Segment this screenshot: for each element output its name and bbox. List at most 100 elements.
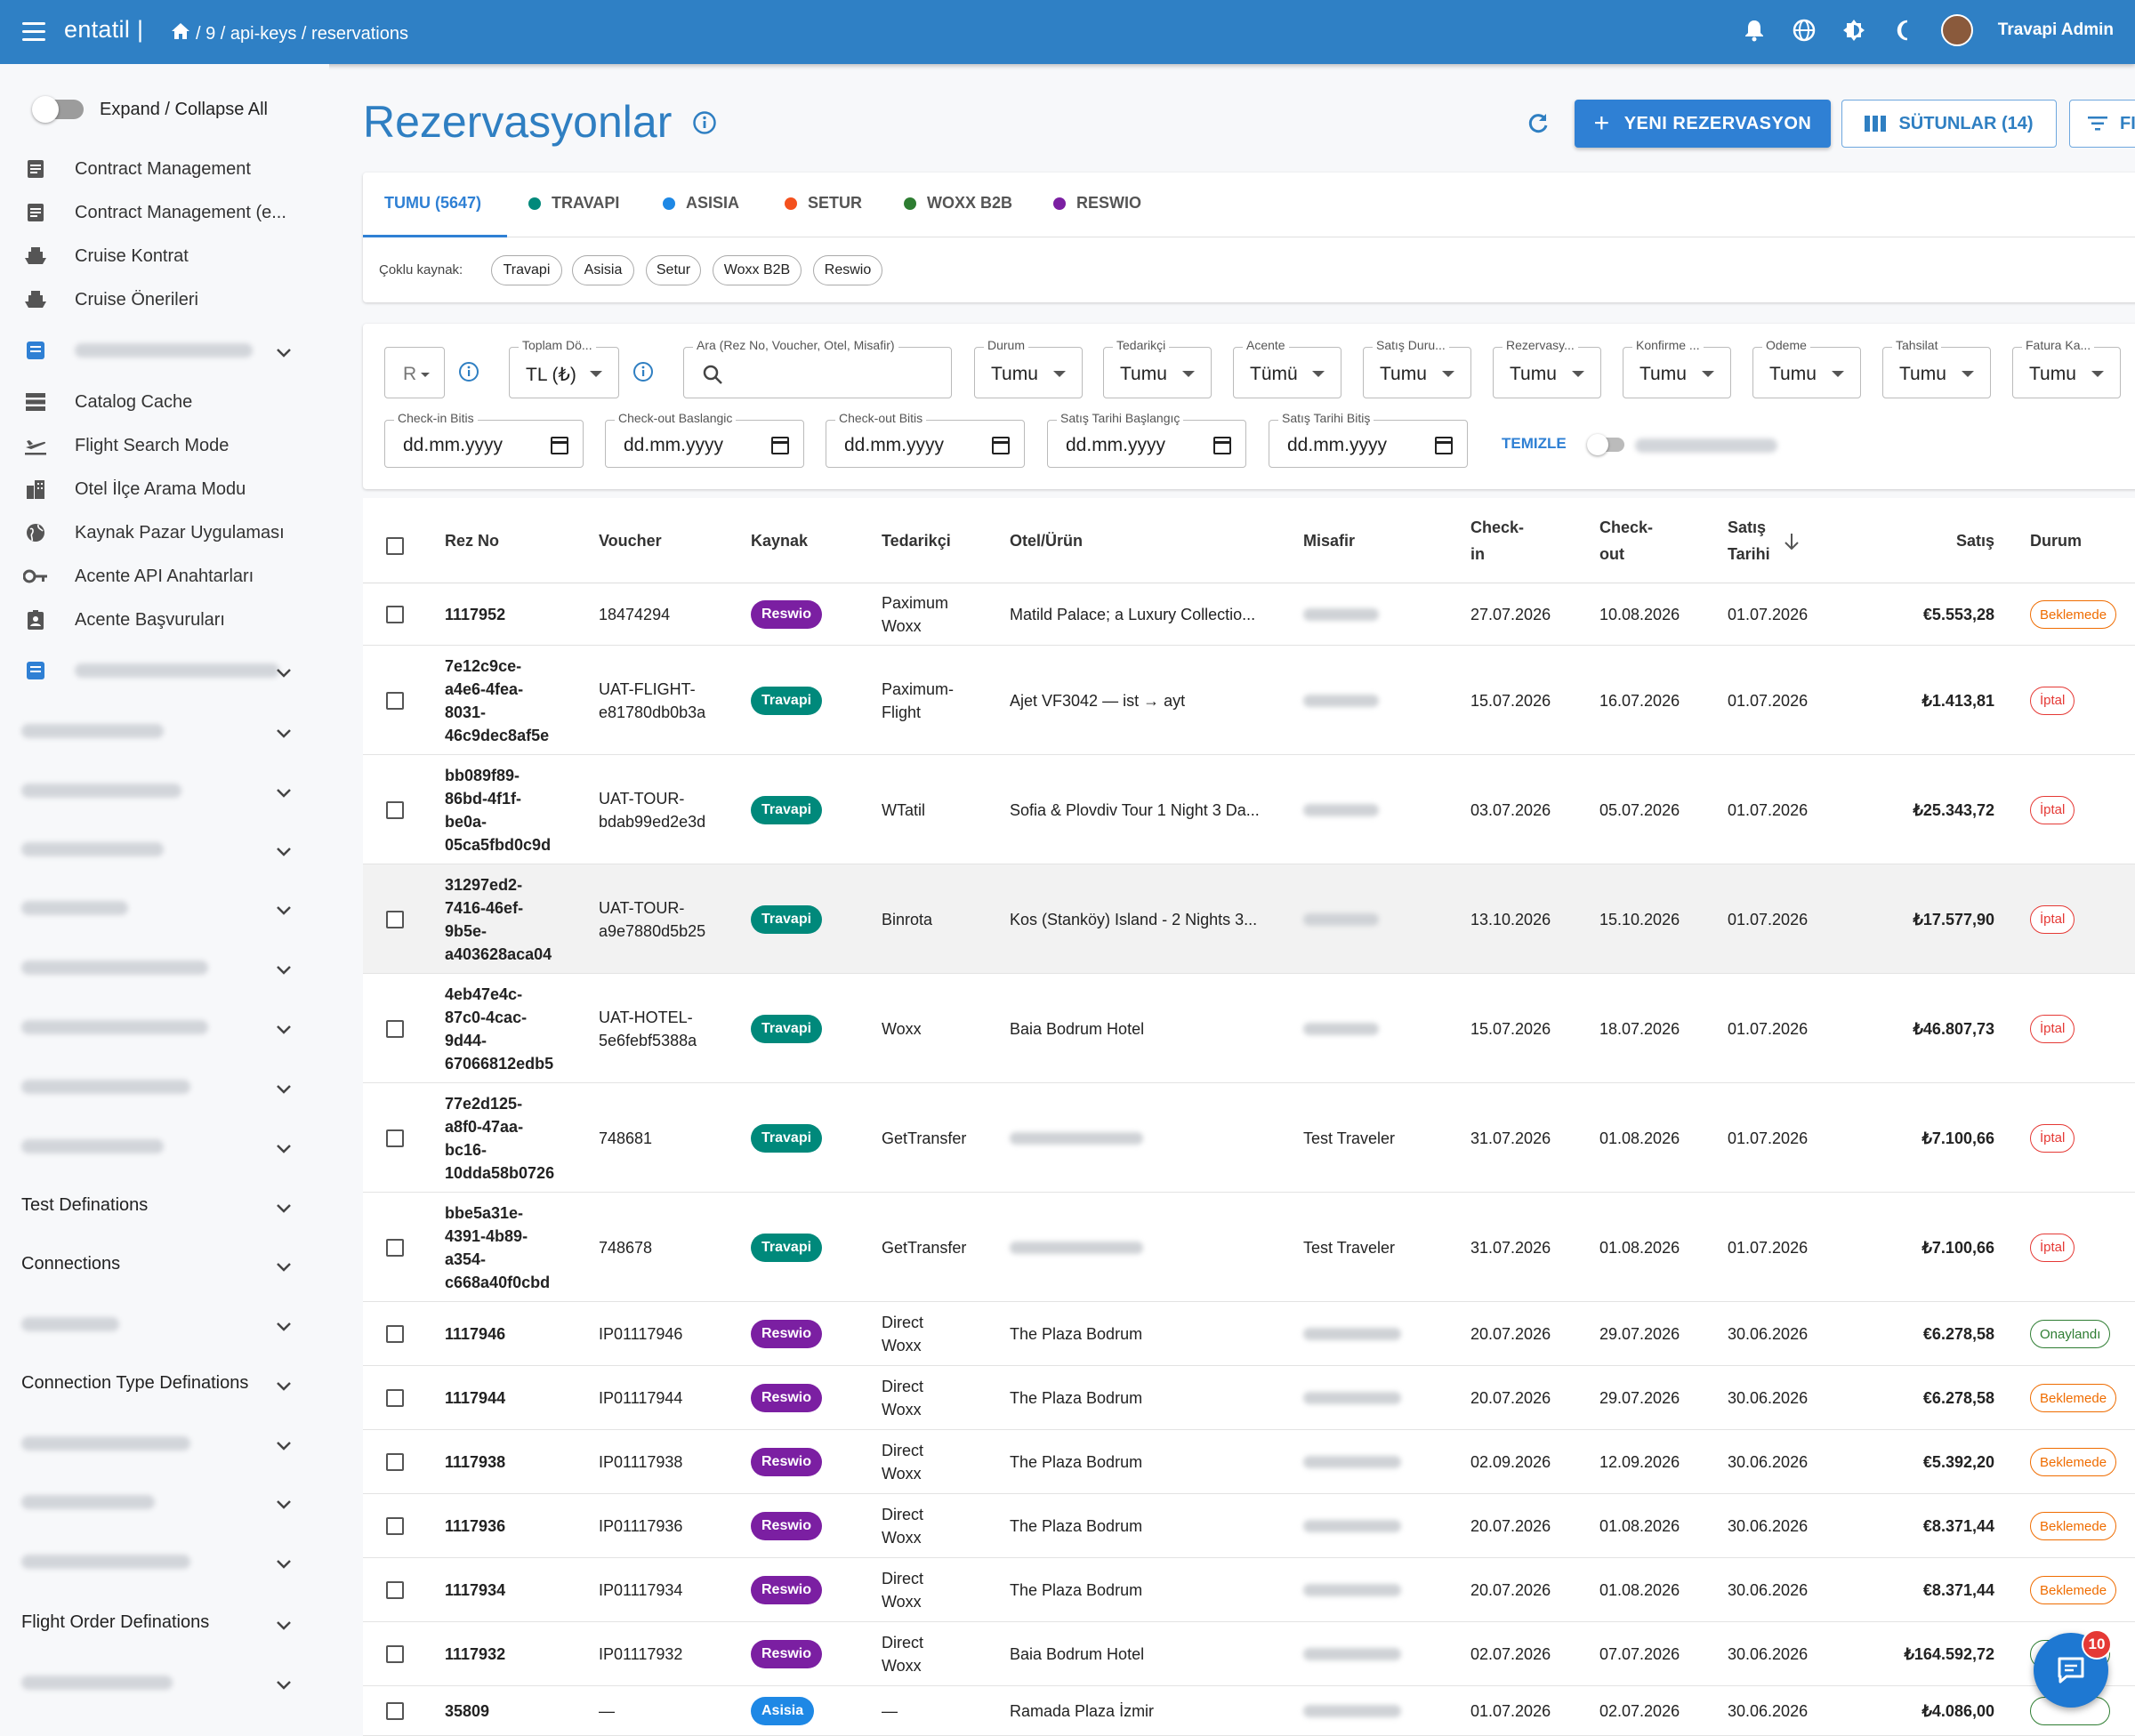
refresh-icon[interactable] <box>1527 112 1550 140</box>
table-row[interactable]: 1117934 IP01117934 Reswio Direct Woxx The Pla… <box>363 1558 2135 1622</box>
sidebar-group[interactable] <box>0 1129 302 1164</box>
chevron-down-icon[interactable] <box>276 784 292 804</box>
rez-no-prefix-field[interactable]: R <box>384 347 445 398</box>
row-checkbox[interactable] <box>386 606 404 623</box>
chevron-down-icon[interactable] <box>276 1676 292 1696</box>
table-row[interactable]: 1117932 IP01117932 Reswio Direct Woxx Baia Bo… <box>363 1622 2135 1686</box>
table-row[interactable]: 1117938 IP01117938 Reswio Direct Woxx The Pla… <box>363 1430 2135 1494</box>
sidebar-group[interactable]: Flight Order Definations <box>0 1605 302 1641</box>
sidebar-item-flight-search-mode[interactable]: Flight Search Mode <box>0 428 302 463</box>
info-icon[interactable] <box>632 361 654 387</box>
columns-button[interactable]: SÜTUNLAR (14) <box>1841 100 2057 148</box>
chevron-down-icon[interactable] <box>276 901 292 921</box>
sidebar-group[interactable]: Connections <box>0 1247 302 1282</box>
calendar-icon[interactable] <box>551 437 568 454</box>
col-checkin[interactable]: Check-in <box>1470 518 1525 563</box>
table-row[interactable]: 1117952 18474294 Reswio Paximum Woxx Matild P… <box>363 583 2135 646</box>
home-icon[interactable] <box>171 22 190 45</box>
row-checkbox[interactable] <box>386 1389 404 1407</box>
col-sale[interactable]: Satış <box>1955 532 1994 550</box>
breadcrumb-path[interactable]: / 9 / api-keys / reservations <box>196 23 408 44</box>
col-sale-date[interactable]: Satış Tarihi <box>1728 518 1770 563</box>
sidebar-item-contract-management-e[interactable]: Contract Management (e... <box>0 195 302 230</box>
sidebar-group[interactable] <box>0 1306 302 1342</box>
chevron-down-icon[interactable] <box>276 1555 292 1575</box>
table-row[interactable]: 35809 — Asisia — Ramada Plaza İzmir 01.07.202… <box>363 1686 2135 1736</box>
chip-woxx-b2b[interactable]: Woxx B2B <box>713 255 802 285</box>
table-row[interactable]: 1117946 IP01117946 Reswio Direct Woxx The Pla… <box>363 1302 2135 1366</box>
row-checkbox[interactable] <box>386 1517 404 1535</box>
chevron-down-icon[interactable] <box>276 1139 292 1160</box>
row-checkbox[interactable] <box>386 800 404 819</box>
date-field-3[interactable]: Satış Tarihi Başlangıç dd.mm.yyyy <box>1047 411 1246 468</box>
table-row[interactable]: 4eb47e4c- 87c0-4cac- 9d44- 67066812edb5 UAT-… <box>363 974 2135 1083</box>
filter-select-5[interactable]: Konfirme ... Tumu <box>1623 338 1731 398</box>
select-all-checkbox[interactable] <box>386 537 404 555</box>
globe-icon[interactable] <box>1792 18 1817 43</box>
calendar-icon[interactable] <box>992 437 1010 454</box>
avatar[interactable] <box>1940 14 1973 46</box>
sort-down-icon[interactable] <box>1783 532 1801 556</box>
table-row[interactable]: bbe5a31e- 4391-4b89- a354- c668a40f0cbd 7486… <box>363 1193 2135 1302</box>
chevron-down-icon[interactable] <box>276 724 292 744</box>
sidebar-item-acente-ba-vurular[interactable]: Acente Başvuruları <box>0 602 302 638</box>
col-source[interactable]: Kaynak <box>751 532 809 550</box>
table-row[interactable]: bb089f89- 86bd-4f1f-be0a- 05ca5fbd0c9d UAT-… <box>363 755 2135 864</box>
total-currency-select[interactable]: Toplam Dö... TL (₺) <box>509 338 619 398</box>
new-reservation-button[interactable]: + YENI REZERVASYON <box>1575 100 1831 148</box>
row-checkbox[interactable] <box>386 1581 404 1599</box>
table-row[interactable]: 31297ed2- 7416-46ef- 9b5e-a403628aca04 UAT-… <box>363 864 2135 974</box>
username[interactable]: Travapi Admin <box>1997 20 2114 39</box>
brightness-icon[interactable] <box>1841 18 1866 43</box>
sidebar-item-cruise-nerileri[interactable]: Cruise Önerileri <box>0 282 302 317</box>
chevron-down-icon[interactable] <box>276 1020 292 1041</box>
calendar-icon[interactable] <box>1213 437 1231 454</box>
filter-select-3[interactable]: Satış Duru... Tumu <box>1363 338 1471 398</box>
tab-setur[interactable]: SETUR <box>785 194 862 213</box>
filter-button[interactable]: FI <box>2069 100 2135 148</box>
sidebar-item-catalog-cache[interactable]: Catalog Cache <box>0 384 302 420</box>
row-checkbox[interactable] <box>386 1453 404 1471</box>
sidebar-group[interactable] <box>0 1069 302 1105</box>
filter-select-0[interactable]: Durum Tumu <box>974 338 1083 398</box>
tab-asisia[interactable]: ASISIA <box>663 194 739 213</box>
tab-woxx-b2b[interactable]: WOXX B2B <box>904 194 1012 213</box>
sidebar-group[interactable] <box>0 950 302 985</box>
chevron-down-icon[interactable] <box>276 1317 292 1338</box>
row-checkbox[interactable] <box>386 910 404 928</box>
col-voucher[interactable]: Voucher <box>599 532 662 550</box>
table-row[interactable]: 77e2d125- a8f0-47aa-bc16- 10dda58b0726 7486… <box>363 1083 2135 1193</box>
date-field-0[interactable]: Check-in Bitis dd.mm.yyyy <box>384 411 584 468</box>
tab-travapi[interactable]: TRAVAPI <box>528 194 619 213</box>
sidebar-group[interactable]: Connection Type Definations <box>0 1366 302 1402</box>
chevron-down-icon[interactable] <box>276 663 292 684</box>
row-checkbox[interactable] <box>386 1645 404 1663</box>
chip-reswio[interactable]: Reswio <box>813 255 882 285</box>
col-checkout[interactable]: Check-out <box>1599 518 1654 563</box>
chevron-down-icon[interactable] <box>276 1436 292 1457</box>
sidebar-item-obscured[interactable] <box>0 333 302 368</box>
sidebar-group[interactable] <box>0 1009 302 1045</box>
chip-asisia[interactable]: Asisia <box>572 255 634 285</box>
row-checkbox[interactable] <box>386 691 404 710</box>
calendar-icon[interactable] <box>1435 437 1453 454</box>
table-row[interactable]: 7e12c9ce-a4e6-4fea- 8031- 46c9dec8af5e UAT-… <box>363 646 2135 755</box>
date-field-4[interactable]: Satış Tarihi Bitiş dd.mm.yyyy <box>1269 411 1468 468</box>
sidebar-group[interactable] <box>0 1426 302 1461</box>
sidebar-item-acente-api-anahtarlar[interactable]: Acente API Anahtarları <box>0 559 302 594</box>
filter-select-1[interactable]: Tedarikçi Tumu <box>1103 338 1212 398</box>
col-guest[interactable]: Misafir <box>1303 532 1356 550</box>
sidebar-item-contract-management[interactable]: Contract Management <box>0 151 302 187</box>
toggle-switch[interactable] <box>1587 434 1624 455</box>
chevron-down-icon[interactable] <box>276 343 292 364</box>
sidebar-group[interactable] <box>0 1665 302 1700</box>
row-checkbox[interactable] <box>386 1238 404 1257</box>
chevron-down-icon[interactable] <box>276 1258 292 1278</box>
sidebar-group[interactable]: Test Definations <box>0 1188 302 1224</box>
sidebar-item-cruise-kontrat[interactable]: Cruise Kontrat <box>0 238 302 274</box>
clear-button[interactable]: TEMIZLE <box>1502 435 1567 452</box>
sidebar-item-kaynak-pazar-uygulamas[interactable]: Kaynak Pazar Uygulaması <box>0 515 302 551</box>
tab-all[interactable]: TUMU (5647) <box>384 194 482 212</box>
date-field-1[interactable]: Check-out Baslangic dd.mm.yyyy <box>605 411 804 468</box>
col-hotel[interactable]: Otel/Ürün <box>1010 532 1084 550</box>
